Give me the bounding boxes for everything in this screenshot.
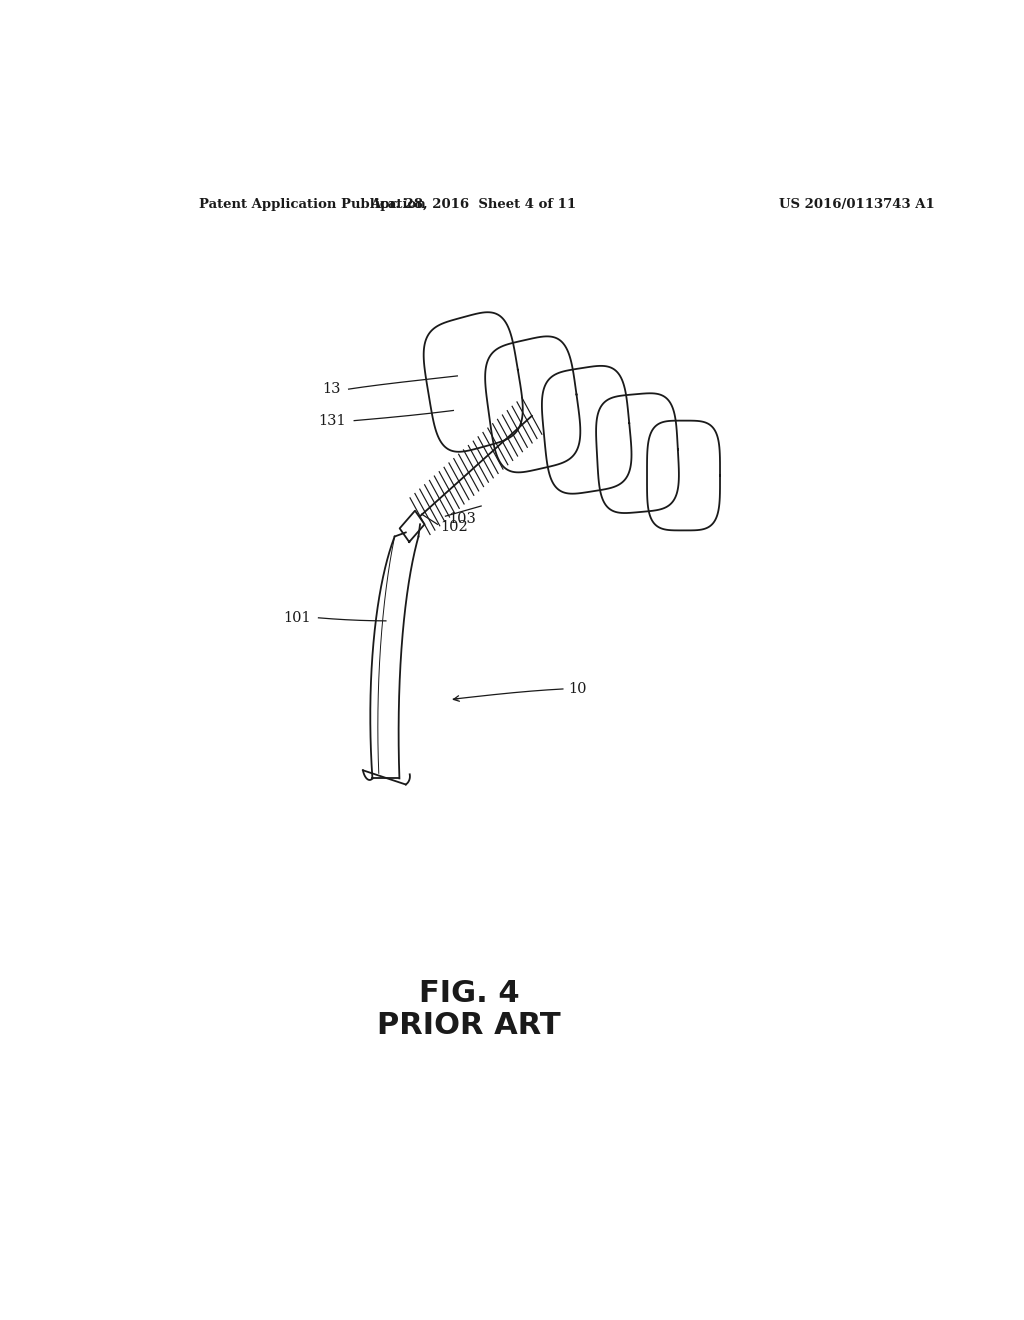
Text: 131: 131 bbox=[318, 413, 346, 428]
Text: Apr. 28, 2016  Sheet 4 of 11: Apr. 28, 2016 Sheet 4 of 11 bbox=[370, 198, 577, 211]
Text: US 2016/0113743 A1: US 2016/0113743 A1 bbox=[778, 198, 935, 211]
Text: 10: 10 bbox=[568, 682, 587, 696]
Text: 102: 102 bbox=[440, 520, 468, 535]
Text: PRIOR ART: PRIOR ART bbox=[378, 1011, 561, 1040]
Text: 103: 103 bbox=[447, 512, 476, 527]
Text: 13: 13 bbox=[323, 381, 341, 396]
Text: 101: 101 bbox=[283, 611, 310, 624]
Text: Patent Application Publication: Patent Application Publication bbox=[200, 198, 426, 211]
Text: FIG. 4: FIG. 4 bbox=[419, 979, 519, 1008]
